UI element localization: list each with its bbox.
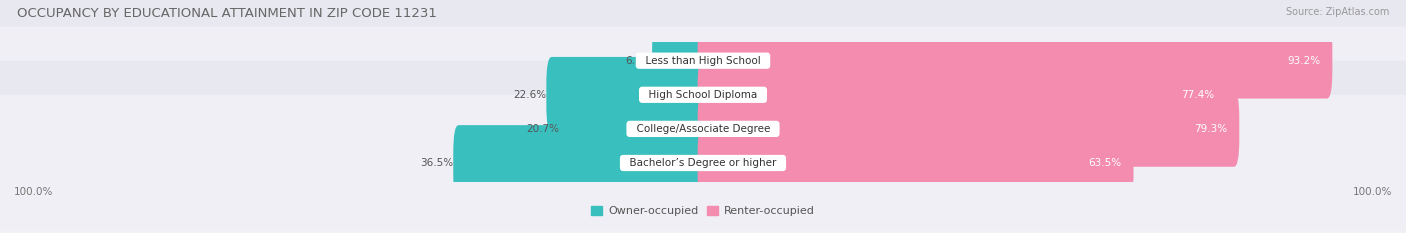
Text: 36.5%: 36.5% xyxy=(420,158,453,168)
FancyBboxPatch shape xyxy=(453,125,709,201)
Text: High School Diploma: High School Diploma xyxy=(643,90,763,100)
Text: Source: ZipAtlas.com: Source: ZipAtlas.com xyxy=(1285,7,1389,17)
Text: 6.8%: 6.8% xyxy=(626,56,652,66)
FancyBboxPatch shape xyxy=(560,91,709,167)
FancyBboxPatch shape xyxy=(697,91,1239,167)
FancyBboxPatch shape xyxy=(0,27,1406,163)
Text: College/Associate Degree: College/Associate Degree xyxy=(630,124,776,134)
Text: Less than High School: Less than High School xyxy=(638,56,768,66)
Text: OCCUPANCY BY EDUCATIONAL ATTAINMENT IN ZIP CODE 11231: OCCUPANCY BY EDUCATIONAL ATTAINMENT IN Z… xyxy=(17,7,437,20)
Legend: Owner-occupied, Renter-occupied: Owner-occupied, Renter-occupied xyxy=(586,202,820,221)
Text: Bachelor’s Degree or higher: Bachelor’s Degree or higher xyxy=(623,158,783,168)
FancyBboxPatch shape xyxy=(697,23,1333,99)
FancyBboxPatch shape xyxy=(652,23,709,99)
FancyBboxPatch shape xyxy=(0,61,1406,197)
Text: 22.6%: 22.6% xyxy=(513,90,547,100)
FancyBboxPatch shape xyxy=(697,57,1226,133)
Text: 20.7%: 20.7% xyxy=(526,124,560,134)
Text: 79.3%: 79.3% xyxy=(1194,124,1227,134)
Text: 77.4%: 77.4% xyxy=(1181,90,1215,100)
Text: 63.5%: 63.5% xyxy=(1088,158,1122,168)
Text: 93.2%: 93.2% xyxy=(1286,56,1320,66)
FancyBboxPatch shape xyxy=(0,95,1406,231)
FancyBboxPatch shape xyxy=(0,0,1406,129)
FancyBboxPatch shape xyxy=(697,125,1133,201)
FancyBboxPatch shape xyxy=(547,57,709,133)
